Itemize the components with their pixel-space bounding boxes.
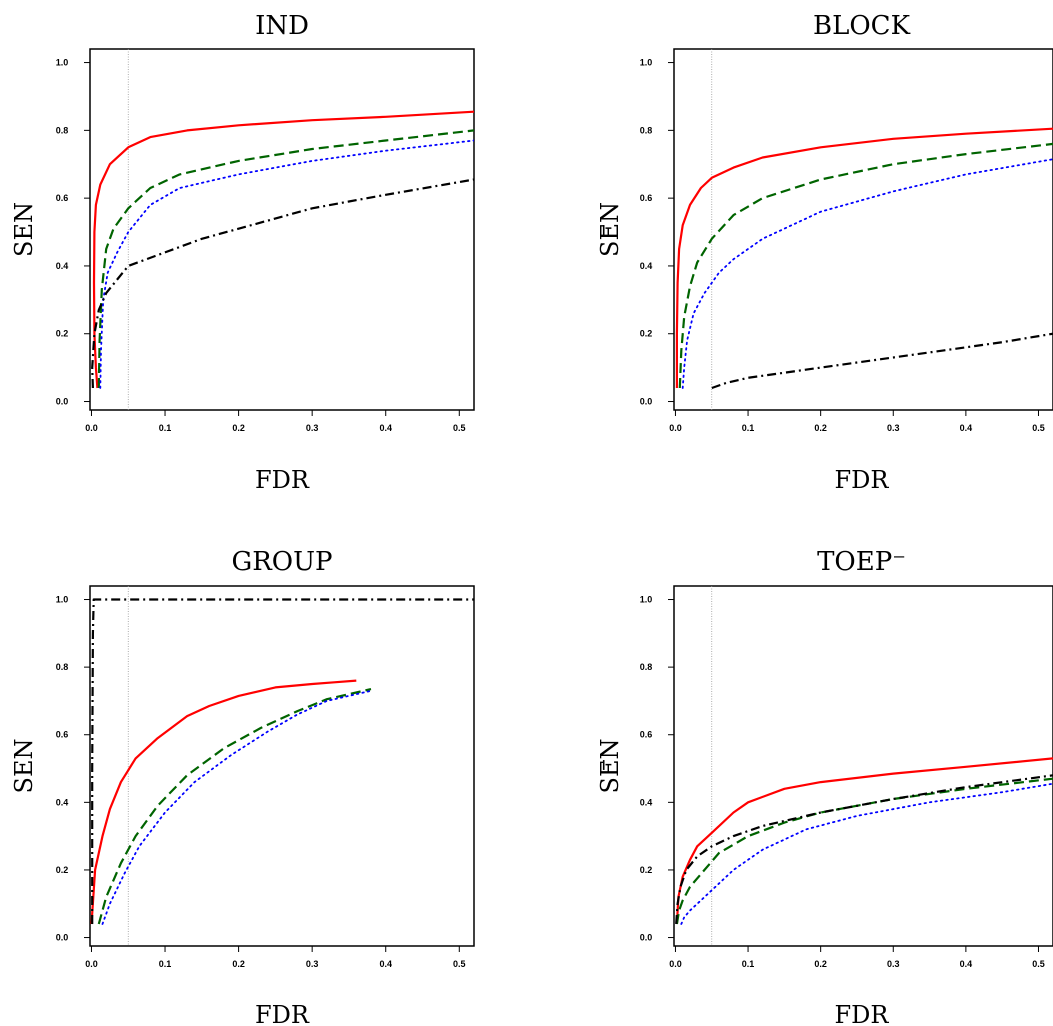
x-tick-label: 0.2 bbox=[232, 423, 245, 433]
y-tick-label: 0.8 bbox=[640, 125, 653, 135]
series-line-dashdot bbox=[91, 598, 474, 924]
plot-frame bbox=[89, 585, 475, 947]
x-tick-label: 0.2 bbox=[232, 959, 245, 969]
x-tick-label: 0.3 bbox=[887, 959, 900, 969]
series-line-dotted bbox=[681, 158, 1053, 389]
y-tick-label: 0.4 bbox=[640, 261, 653, 271]
series-line-dotted bbox=[680, 782, 1053, 925]
series-group bbox=[91, 110, 474, 389]
y-tick-label: 0.8 bbox=[56, 662, 69, 672]
y-tick-label: 0.0 bbox=[56, 933, 69, 943]
y-tick-label: 0.4 bbox=[640, 797, 653, 807]
y-axis-title: SEN bbox=[10, 739, 38, 794]
y-tick-label: 1.0 bbox=[640, 58, 653, 68]
chart-title: GROUP bbox=[231, 547, 332, 577]
x-axis-title: FDR bbox=[835, 466, 890, 494]
y-tick-label: 0.4 bbox=[56, 261, 69, 271]
series-group bbox=[675, 757, 1053, 925]
series-line-solid bbox=[90, 679, 357, 925]
series-line-dashed bbox=[97, 129, 474, 389]
series-group bbox=[90, 598, 474, 925]
y-tick-label: 0.8 bbox=[56, 125, 69, 135]
x-axis-title: FDR bbox=[255, 1001, 310, 1026]
series-line-solid bbox=[675, 757, 1053, 925]
chart-title: BLOCK bbox=[813, 11, 911, 41]
x-tick-label: 0.3 bbox=[306, 959, 319, 969]
y-axis-title: SEN bbox=[596, 739, 624, 794]
x-tick-label: 0.4 bbox=[960, 423, 973, 433]
chart-panel-1: IND FDR SEN 0.0 0.1 0.2 0.3 0.4 0.5 0.0 0.2 0.4 0.6 0… bbox=[10, 11, 475, 494]
x-axis-title: FDR bbox=[835, 1001, 890, 1026]
plot-frame bbox=[89, 48, 475, 411]
y-tick-label: 0.2 bbox=[640, 329, 653, 339]
y-tick-label: 0.2 bbox=[56, 865, 69, 875]
y-tick-label: 0.0 bbox=[640, 933, 653, 943]
x-tick-label: 0.2 bbox=[814, 959, 827, 969]
series-line-dashdot bbox=[711, 332, 1053, 390]
x-tick-label: 0.4 bbox=[379, 423, 392, 433]
y-axis-title-mark: – bbox=[588, 224, 616, 236]
series-line-solid bbox=[675, 127, 1053, 388]
x-tick-label: 0.0 bbox=[669, 423, 682, 433]
series-line-dashed bbox=[675, 777, 1053, 925]
plot-frame bbox=[673, 48, 1053, 411]
x-tick-label: 0.3 bbox=[887, 423, 900, 433]
chart-panel-4: TOEP⁻ FDR SEN– 0.0 0.1 0.2 0.3 0.4 0.5 0.0 0.2 0.4 0… bbox=[588, 547, 1053, 1026]
x-tick-label: 0.5 bbox=[453, 423, 466, 433]
series-line-dotted bbox=[101, 689, 372, 925]
series-line-dashdot bbox=[675, 774, 1053, 925]
y-tick-label: 1.0 bbox=[56, 58, 69, 68]
y-axis-title-mark: – bbox=[588, 759, 616, 771]
y-tick-label: 0.8 bbox=[640, 662, 653, 672]
x-tick-label: 0.4 bbox=[379, 959, 392, 969]
x-tick-label: 0.0 bbox=[669, 959, 682, 969]
chart-title: TOEP⁻ bbox=[817, 547, 906, 577]
y-tick-label: 0.6 bbox=[56, 730, 69, 740]
chart-panel-3: GROUP FDR SEN 0.0 0.1 0.2 0.3 0.4 0.5 0.0 0.2 0.4 0.… bbox=[10, 547, 475, 1026]
x-tick-label: 0.0 bbox=[85, 423, 98, 433]
x-tick-label: 0.1 bbox=[742, 423, 755, 433]
y-tick-label: 0.0 bbox=[640, 397, 653, 407]
y-tick-label: 0.4 bbox=[56, 797, 69, 807]
chart-title: IND bbox=[255, 11, 309, 41]
x-tick-label: 0.5 bbox=[453, 959, 466, 969]
series-line-dotted bbox=[99, 139, 474, 389]
y-tick-label: 1.0 bbox=[640, 595, 653, 605]
x-tick-label: 0.5 bbox=[1032, 423, 1045, 433]
series-line-solid bbox=[92, 110, 474, 389]
y-tick-label: 0.2 bbox=[640, 865, 653, 875]
y-tick-label: 1.0 bbox=[56, 595, 69, 605]
series-line-dashed bbox=[678, 142, 1053, 389]
y-tick-label: 0.6 bbox=[56, 193, 69, 203]
x-tick-label: 0.5 bbox=[1032, 959, 1045, 969]
y-tick-label: 0.6 bbox=[640, 730, 653, 740]
x-tick-label: 0.1 bbox=[742, 959, 755, 969]
y-axis-title: SEN bbox=[10, 202, 38, 257]
x-tick-label: 0.3 bbox=[306, 423, 319, 433]
series-line-dashed bbox=[97, 688, 372, 925]
y-tick-label: 0.2 bbox=[56, 329, 69, 339]
y-tick-label: 0.6 bbox=[640, 193, 653, 203]
series-group bbox=[675, 127, 1053, 390]
x-tick-label: 0.1 bbox=[159, 423, 172, 433]
x-tick-label: 0.0 bbox=[85, 959, 98, 969]
y-tick-label: 0.0 bbox=[56, 397, 69, 407]
series-line-dashdot bbox=[91, 178, 474, 389]
chart-panel-2: BLOCK FDR SEN– 0.0 0.1 0.2 0.3 0.4 0.5 0.0 0.2 0.4 0… bbox=[588, 11, 1053, 494]
x-axis-title: FDR bbox=[255, 466, 310, 494]
x-tick-label: 0.4 bbox=[960, 959, 973, 969]
plot-frame bbox=[673, 585, 1053, 947]
x-tick-label: 0.1 bbox=[159, 959, 172, 969]
y-axis-title: SEN bbox=[596, 202, 624, 257]
x-tick-label: 0.2 bbox=[814, 423, 827, 433]
